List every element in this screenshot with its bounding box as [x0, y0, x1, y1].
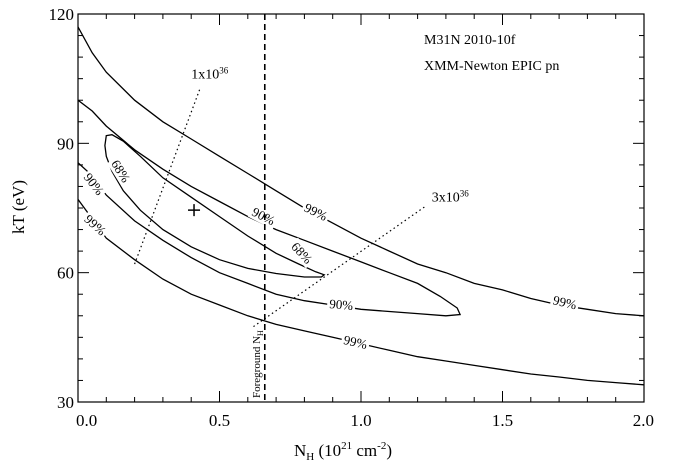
- x-tick-label: 1.0: [350, 411, 371, 430]
- annotation-instrument: XMM-Newton EPIC pn: [424, 59, 559, 74]
- x-tick-label: 2.0: [633, 411, 654, 430]
- contours-layer: 68%68%90%90%90%99%99%99%99%: [78, 26, 644, 386]
- y-tick-label: 60: [57, 264, 74, 283]
- x-tick-label: 0.5: [209, 411, 230, 430]
- annotation-object-name: M31N 2010-10f: [424, 33, 516, 48]
- x-tick-label: 0.0: [76, 411, 97, 430]
- y-tick-label: 30: [57, 393, 74, 412]
- contour-99pct-3: [78, 199, 644, 386]
- contour-label: 90%: [326, 295, 356, 314]
- y-axis-label: kT (eV): [9, 180, 28, 234]
- x-axis-label: NH (1021 cm-2): [294, 440, 392, 463]
- luminosity-label-0: 1x1036: [191, 66, 229, 83]
- contour-68pct-0: [104, 134, 326, 278]
- contour-label: 99%: [300, 198, 332, 225]
- y-tick-label: 120: [49, 5, 75, 24]
- contour-label: 99%: [79, 209, 111, 240]
- foreground-nh-label: Foreground NH: [251, 330, 265, 398]
- contour-label: 68%: [286, 237, 317, 269]
- overlay-layer: Foreground NH: [188, 14, 266, 402]
- luminosity-label-1: 3x1036: [432, 189, 470, 206]
- x-tick-label: 1.5: [492, 411, 513, 430]
- contour-label: 90%: [247, 203, 280, 230]
- best-fit-marker: [188, 204, 201, 217]
- luminosity-lines: 1x1036 3x1036: [134, 66, 470, 328]
- contour-label-text: 90%: [329, 296, 354, 313]
- luminosity-line-1: [253, 205, 427, 328]
- luminosity-line-0: [134, 89, 201, 265]
- contour-label: 90%: [79, 168, 109, 200]
- contour-90pct-1: [78, 99, 462, 317]
- contour-label: 99%: [549, 291, 581, 313]
- contour-99pct-2: [78, 26, 644, 317]
- contour-label-text: 99%: [342, 332, 369, 352]
- contour-label: 99%: [340, 331, 371, 353]
- contour-label-text: 99%: [552, 292, 579, 312]
- axis-ticks: 0.0 0.5 1.0 1.5 2.0 30 60 90 120: [49, 5, 655, 430]
- y-tick-label: 90: [57, 134, 74, 153]
